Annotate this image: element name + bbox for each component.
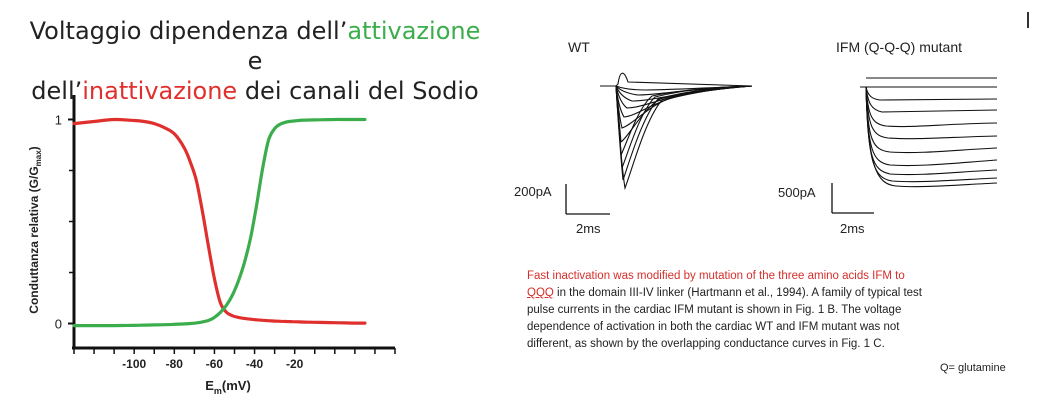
slide-title: Voltaggio dipendenza dell’attivazione e …	[20, 16, 490, 106]
wt-current-trace	[615, 85, 753, 91]
series-group	[72, 117, 367, 328]
mutant-scale-current-label: 500pA	[778, 185, 816, 200]
title-activation-word: attivazione	[347, 17, 481, 45]
wt-panel-label: WT	[568, 39, 590, 55]
caption-line: dependence of activation in both the car…	[527, 321, 900, 333]
wt-scale-time-label: 2ms	[576, 221, 601, 236]
y-tick-label: 0	[55, 317, 62, 332]
title-text: e	[247, 47, 263, 75]
conductance-chart: 01 -100 -80 -60 -40 -20 Conduttanza relativa…	[27, 95, 396, 396]
wt-scale-current-label: 200pA	[514, 184, 552, 199]
wt-current-trace	[615, 85, 753, 102]
wt-baseline-trace	[600, 72, 753, 87]
y-tick-label: 1	[55, 112, 62, 127]
mutant-current-trace	[865, 86, 998, 101]
mutant-current-trace	[865, 86, 998, 140]
wt-scale-bar: 200pA 2ms	[514, 184, 610, 236]
glutamine-footnote: Q= glutamine	[940, 362, 1006, 374]
mutant-current-trace	[865, 86, 998, 183]
title-line-1: Voltaggio dipendenza dell’attivazione e	[20, 16, 490, 76]
current-traces-figure: WT IFM (Q-Q-Q) mutant 200pA 2ms	[514, 39, 998, 236]
wt-current-trace	[615, 85, 753, 156]
caption-highlight-line: Fast inactivation was modified by mutati…	[527, 270, 905, 282]
caption-line: different, as shown by the overlapping c…	[527, 338, 885, 350]
mutant-current-trace	[865, 86, 998, 188]
mutant-panel-label: IFM (Q-Q-Q) mutant	[836, 39, 962, 55]
title-text: dei canali del Sodio	[237, 77, 479, 105]
x-tick-label: -100	[122, 357, 146, 371]
caption-qqq-highlight: QQQ	[527, 287, 554, 299]
mutant-trace-family	[860, 77, 998, 188]
y-ticks: 01	[55, 112, 74, 332]
caption-text: in the domain III-IV linker (Hartmann et…	[553, 287, 923, 299]
x-tick-label: -20	[286, 357, 304, 371]
caption-line: QQQ in the domain III-IV linker (Hartman…	[527, 285, 977, 302]
mutant-scale-time-label: 2ms	[840, 221, 865, 236]
caption-paragraph: Fast inactivation was modified by mutati…	[527, 268, 977, 353]
x-ticks: -100 -80 -60 -40 -20	[73, 348, 396, 371]
inactivation-curve	[72, 117, 367, 325]
mutant-current-trace	[865, 86, 998, 128]
x-tick-label: -80	[166, 357, 184, 371]
mutant-scale-bar: 500pA 2ms	[778, 183, 874, 236]
x-tick-label: -40	[246, 357, 264, 371]
wt-trace-family	[600, 72, 753, 191]
wt-current-trace	[615, 85, 753, 181]
caption-line: pulse currents in the cardiac IFM mutant…	[527, 304, 902, 316]
title-text: Voltaggio dipendenza dell’	[29, 17, 348, 45]
text-cursor	[1027, 12, 1029, 28]
title-inactivation-word: inattivazione	[82, 77, 238, 105]
x-tick-label: -60	[206, 357, 224, 371]
title-line-2: dell’inattivazione dei canali del Sodio	[20, 76, 490, 106]
x-axis-label: Em(mV)	[205, 378, 251, 396]
mutant-current-trace	[865, 86, 998, 154]
chart-axes	[72, 95, 395, 350]
wt-current-trace	[615, 85, 753, 144]
y-axis-label: Conduttanza relativa (G/Gmax)	[27, 146, 43, 313]
activation-curve	[72, 117, 367, 328]
